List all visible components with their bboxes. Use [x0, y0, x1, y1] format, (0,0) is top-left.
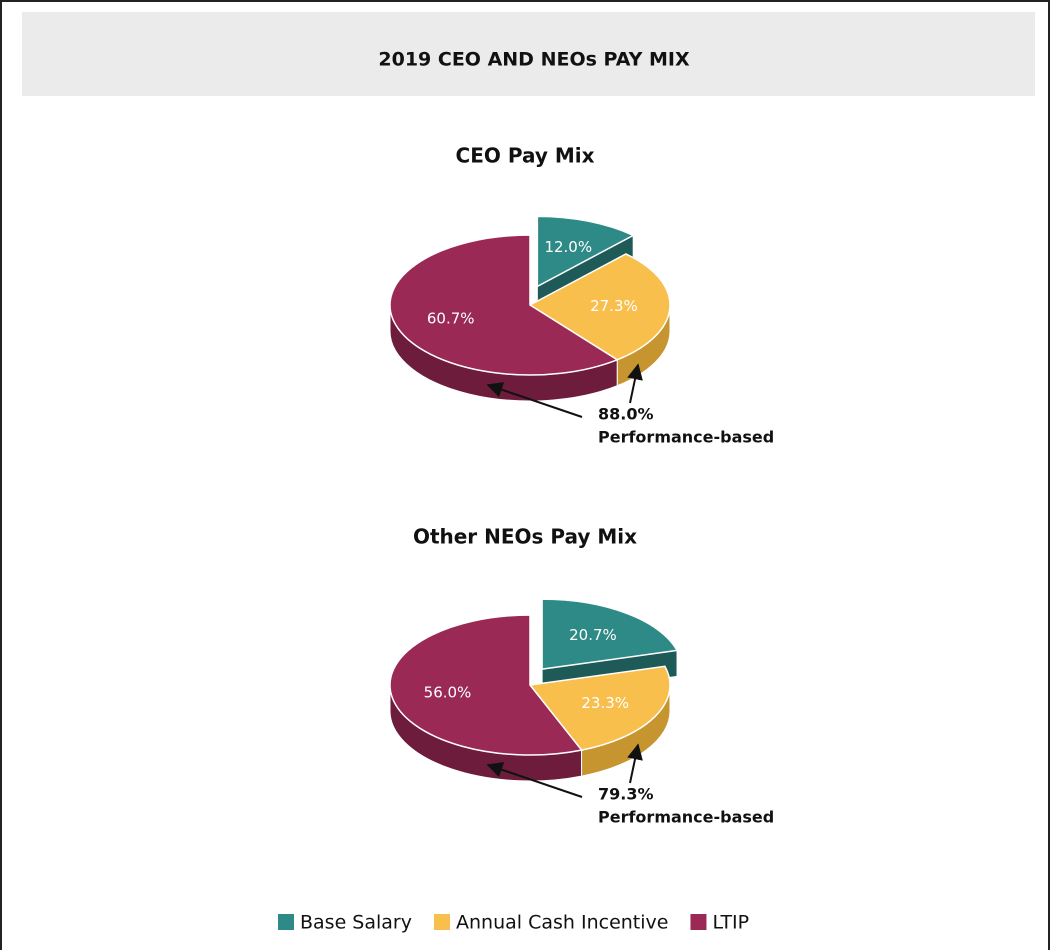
legend-swatch	[690, 914, 707, 930]
chart-title: CEO Pay Mix	[456, 144, 595, 168]
arrow	[627, 363, 643, 404]
pie-slice	[528, 253, 671, 361]
legend-swatch	[434, 914, 450, 930]
arrow	[486, 382, 583, 418]
arrow	[627, 743, 643, 784]
page-title: 2019 CEO AND NEOs PAY MIX	[378, 49, 690, 71]
header-band	[22, 12, 1035, 96]
legend-label: Annual Cash Incentive	[456, 912, 668, 934]
legend-label: LTIP	[712, 912, 749, 934]
value-label: 60.7%	[427, 309, 475, 327]
arrow	[486, 762, 583, 798]
annotation: 79.3%	[598, 785, 654, 804]
value-label: 56.0%	[424, 683, 472, 701]
value-label: 20.7%	[569, 626, 617, 644]
legend-swatch	[278, 914, 294, 930]
pie-slice	[536, 215, 635, 288]
pie-slice	[389, 614, 583, 756]
value-label: 12.0%	[544, 238, 592, 256]
pie-slice	[541, 598, 679, 670]
annotation: 88.0%	[598, 405, 654, 424]
legend-label: Base Salary	[300, 912, 412, 934]
value-label: 23.3%	[581, 694, 629, 712]
value-label: 27.3%	[590, 297, 638, 315]
chart-title: Other NEOs Pay Mix	[413, 525, 637, 549]
annotation: Performance-based	[598, 808, 774, 827]
pie-slice	[389, 234, 619, 376]
annotation: Performance-based	[598, 428, 774, 447]
